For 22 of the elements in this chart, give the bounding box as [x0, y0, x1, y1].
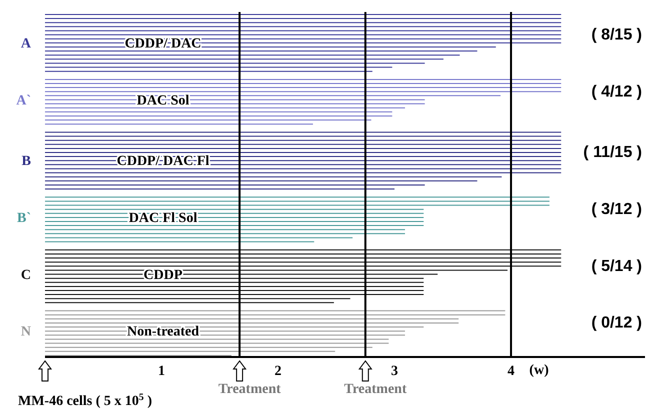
annotation: Non-treated [126, 324, 200, 340]
y-tick-label: A [20, 36, 32, 52]
x-tick-label: 3 [391, 364, 398, 379]
y-tick-label: B [22, 154, 31, 170]
annotation: ( 8/15 ) [591, 26, 642, 44]
y-tick-label: B` [17, 210, 31, 226]
annotation: DAC Sol [136, 93, 190, 108]
x-tick-label: 1 [158, 364, 166, 379]
annotation: ( 3/12 ) [591, 200, 642, 218]
y-tick-label: A` [16, 93, 31, 108]
y-tick-label: C [20, 268, 31, 283]
y-tick-label: N [20, 324, 31, 340]
annotation: ( 4/12 ) [591, 83, 642, 100]
x-tick-label: 4 [508, 364, 515, 379]
ref-line-label: Treatment [344, 382, 407, 397]
annotation: ( 0/12 ) [591, 314, 642, 332]
annotation: ( 11/15 ) [583, 144, 642, 162]
ref-line-label: Treatment [218, 382, 282, 397]
annotation: ( 5/14 ) [591, 258, 642, 275]
text: MM-46 cells ( 5 x 10$^{5}$ ) [18, 392, 152, 409]
x-axis-title: (w) [529, 363, 550, 378]
x-tick-label: 2 [274, 364, 282, 379]
